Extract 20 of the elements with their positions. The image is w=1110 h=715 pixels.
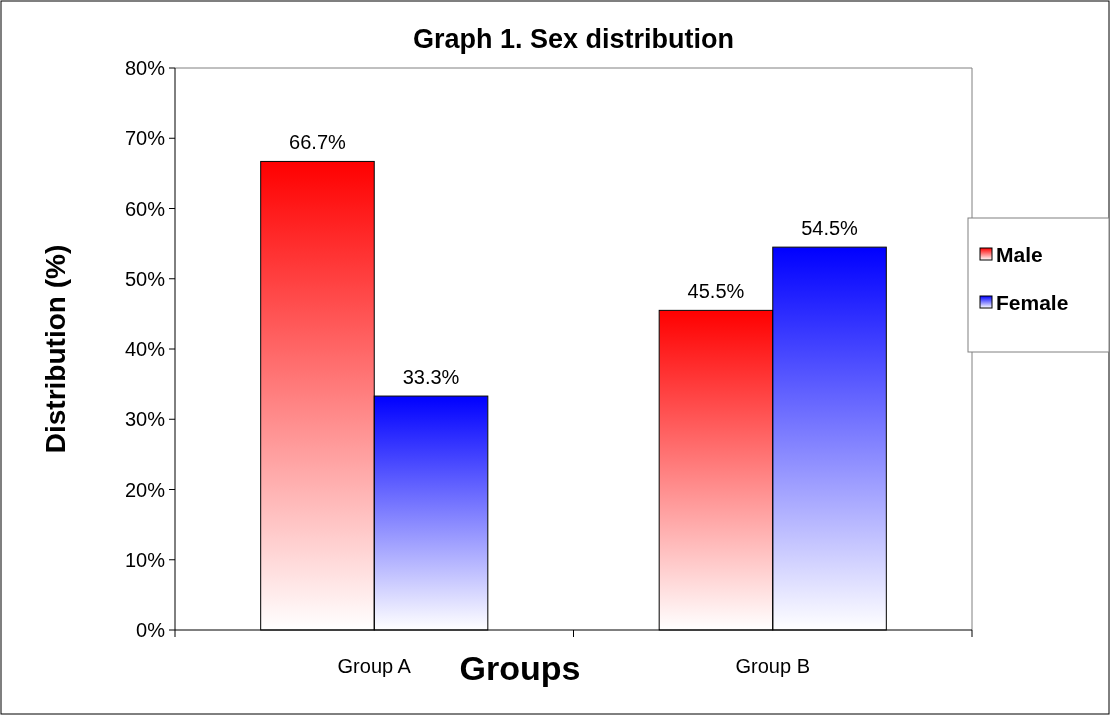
y-tick-label: 40%	[124, 338, 166, 360]
y-tick-label: 10%	[124, 548, 166, 571]
y-tick-label: 80%	[124, 57, 166, 79]
x-axis-title: Groups	[459, 649, 581, 687]
y-tick-label: 50%	[124, 267, 166, 290]
data-label: 33.3%	[402, 366, 460, 389]
legend-label: Female	[996, 291, 1069, 314]
data-label: 45.5%	[687, 280, 745, 303]
data-label: 54.5%	[801, 217, 859, 240]
legend-label: Male	[996, 243, 1043, 266]
y-axis-title: Distribution (%)	[40, 244, 71, 454]
y-tick-label: 60%	[124, 197, 166, 220]
y-tick-label: 70%	[124, 127, 166, 150]
data-label: 66.7%	[289, 131, 347, 154]
y-tick-label: 20%	[124, 478, 166, 501]
x-tick-label: Group A	[337, 655, 412, 677]
y-tick-label: 30%	[124, 408, 166, 431]
x-tick-label: Group B	[735, 655, 810, 677]
chart-title: Graph 1. Sex distribution	[412, 24, 735, 54]
y-tick-label: 0%	[136, 619, 166, 641]
